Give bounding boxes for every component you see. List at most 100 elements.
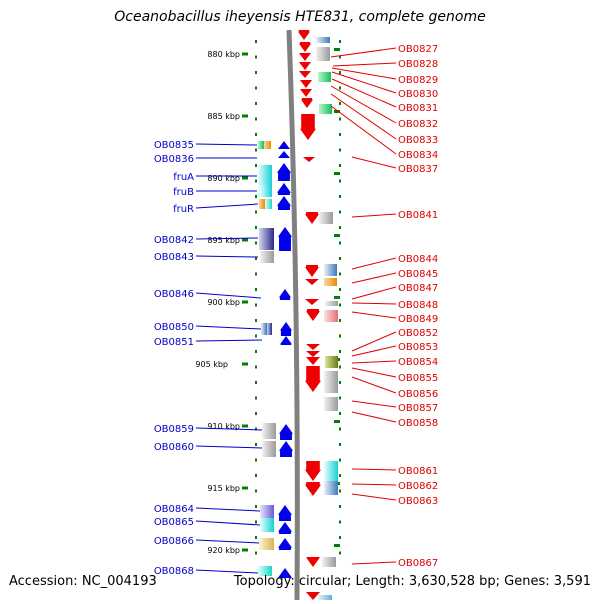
kbp-label: 920 kbp [207, 546, 240, 555]
left-track-tick [255, 148, 257, 152]
left-track-tick [255, 396, 257, 400]
right-leader-line [351, 286, 397, 300]
right-track-tick [339, 396, 341, 400]
left-track-tick [255, 133, 257, 136]
left-track-tick [255, 334, 257, 338]
right-leader-line [330, 47, 397, 58]
left-track-tick [255, 319, 257, 322]
gene-block [259, 199, 265, 209]
forward-gene-arrow [277, 196, 291, 210]
left-gene-label: fruB [173, 187, 194, 198]
right-leader-line [351, 213, 397, 218]
right-track-tick [339, 241, 341, 245]
right-gene-label: OB0862 [398, 481, 438, 492]
reverse-gene-arrow [299, 71, 311, 78]
reverse-gene-arrow [300, 114, 316, 140]
gene-block [324, 481, 338, 495]
kbp-major-tick [242, 424, 248, 428]
right-leader-line [330, 93, 397, 140]
right-track-tick [339, 102, 341, 105]
forward-gene-arrow [280, 336, 292, 345]
reverse-gene-arrow [306, 351, 320, 357]
gene-block [324, 310, 338, 322]
reverse-gene-arrow [300, 80, 312, 88]
gene-block [318, 595, 332, 600]
right-track-tick [339, 288, 341, 291]
left-leader-line [195, 339, 263, 342]
right-track-tick [339, 350, 341, 353]
kbp-major-tick [242, 238, 248, 242]
left-track-tick [255, 164, 257, 167]
left-track-tick [255, 117, 257, 121]
left-track-tick [255, 179, 257, 183]
right-leader-line [351, 360, 397, 364]
left-track-tick [255, 86, 257, 90]
left-gene-label: OB0836 [154, 154, 194, 165]
right-track-tick [339, 412, 341, 415]
reverse-gene-arrow [299, 62, 311, 70]
left-leader-line [195, 255, 259, 258]
gene-block [258, 141, 264, 149]
right-leader-line [351, 311, 397, 319]
left-track-tick [255, 55, 257, 59]
right-track-tick [339, 257, 341, 260]
reverse-gene-arrow [306, 557, 320, 567]
right-gene-label: OB0834 [398, 150, 438, 161]
reverse-gene-arrow [298, 30, 310, 40]
left-track-tick [255, 40, 257, 43]
left-track-tick [255, 505, 257, 508]
right-leader-line [330, 105, 397, 155]
right-leader-line [351, 400, 397, 408]
left-gene-label: OB0842 [154, 235, 194, 246]
left-track-tick [255, 288, 257, 291]
left-track-tick [255, 71, 257, 74]
right-track-tick [339, 86, 341, 90]
left-track-tick [255, 303, 257, 307]
left-track-tick [255, 412, 257, 415]
forward-gene-arrow [278, 522, 292, 534]
right-gene-label: OB0841 [398, 210, 438, 221]
gene-block [260, 251, 274, 263]
right-gene-label: OB0858 [398, 418, 438, 429]
gene-block [322, 557, 336, 567]
forward-gene-arrow [277, 183, 291, 195]
left-gene-label: OB0865 [154, 517, 194, 528]
left-leader-line [195, 203, 259, 209]
forward-gene-arrow [278, 141, 290, 149]
right-track-tick [339, 520, 341, 524]
genome-title: Oceanobacillus iheyensis HTE831, complet… [114, 9, 486, 25]
left-track-tick [255, 520, 257, 524]
right-track-tick [339, 474, 341, 477]
left-track-tick [255, 241, 257, 245]
left-gene-label: OB0864 [154, 504, 194, 515]
kbp-label: 885 kbp [207, 112, 240, 121]
right-leader-line [351, 468, 397, 471]
right-gene-label: OB0854 [398, 357, 438, 368]
left-leader-line [195, 520, 261, 526]
right-gene-label: OB0827 [398, 44, 438, 55]
genome-backbone [286, 29, 300, 601]
forward-gene-arrow [280, 322, 292, 336]
left-gene-label: OB0868 [154, 566, 194, 577]
right-track-tick [339, 489, 341, 493]
kbp-major-tick [242, 548, 248, 552]
right-gene-label: OB0852 [398, 328, 438, 339]
left-gene-label: fruA [173, 172, 194, 183]
right-leader-line [351, 376, 397, 394]
right-leader-line [351, 156, 397, 169]
forward-gene-arrow [278, 505, 292, 521]
kbp-major-tick [242, 52, 248, 56]
left-track-tick [255, 551, 257, 555]
right-leader-line [351, 257, 397, 270]
gene-block [319, 104, 332, 114]
left-track-tick [255, 365, 257, 369]
left-gene-label: OB0866 [154, 536, 194, 547]
right-major-tick [334, 48, 340, 51]
left-gene-label: OB0859 [154, 424, 194, 435]
left-track-tick [255, 458, 257, 462]
right-leader-line [330, 85, 397, 124]
gene-block [258, 566, 272, 576]
kbp-major-tick [242, 176, 248, 180]
